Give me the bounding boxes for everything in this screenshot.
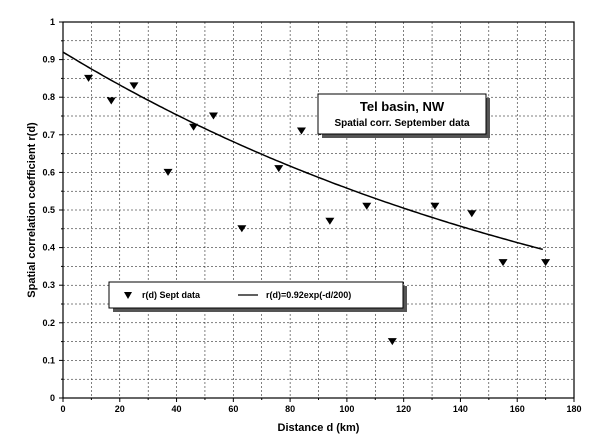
legend-entry-data: r(d) Sept data bbox=[142, 290, 201, 300]
y-tick-label: 0.3 bbox=[42, 280, 55, 290]
y-tick-label: 0.9 bbox=[42, 55, 55, 65]
legend-entry-fit: r(d)=0.92exp(-d/200) bbox=[266, 290, 351, 300]
data-point-marker bbox=[297, 128, 306, 135]
data-point-marker bbox=[274, 165, 283, 172]
grid bbox=[63, 22, 574, 398]
data-point-marker bbox=[499, 259, 508, 266]
data-point-marker bbox=[325, 218, 334, 225]
y-axis-label: Spatial correlation coefficient r(d) bbox=[26, 122, 38, 298]
y-tick-label: 0.4 bbox=[42, 243, 55, 253]
x-tick-labels: 0 20 40 60 80 100 120 140 160 180 bbox=[60, 404, 581, 414]
x-tick-label: 160 bbox=[510, 404, 525, 414]
y-tick-label: 0.7 bbox=[42, 130, 55, 140]
fit-curve-layer bbox=[63, 52, 543, 249]
y-tick-label: 0.6 bbox=[42, 167, 55, 177]
y-tick-label: 0.8 bbox=[42, 92, 55, 102]
data-point-marker bbox=[362, 203, 371, 210]
data-point-marker bbox=[107, 97, 116, 104]
x-tick-label: 120 bbox=[396, 404, 411, 414]
x-tick-label: 40 bbox=[172, 404, 182, 414]
legend: r(d) Sept data r(d)=0.92exp(-d/200) bbox=[109, 282, 407, 312]
y-tick-label: 0 bbox=[50, 393, 55, 403]
fit-curve-line bbox=[63, 52, 543, 249]
x-tick-label: 20 bbox=[115, 404, 125, 414]
ticks bbox=[59, 22, 574, 402]
data-point-marker bbox=[129, 82, 138, 89]
data-point-marker bbox=[430, 203, 439, 210]
x-tick-label: 100 bbox=[339, 404, 354, 414]
annotation-title: Tel basin, NW bbox=[360, 99, 445, 114]
x-tick-label: 0 bbox=[60, 404, 65, 414]
data-point-marker bbox=[189, 124, 198, 131]
data-point-marker bbox=[541, 259, 550, 266]
annotation-box: Tel basin, NW Spatial corr. September da… bbox=[318, 94, 490, 138]
y-tick-label: 0.2 bbox=[42, 318, 55, 328]
y-tick-label: 1 bbox=[50, 17, 55, 27]
y-tick-labels: 0 0.1 0.2 0.3 0.4 0.5 0.6 0.7 0.8 0.9 1 bbox=[42, 17, 55, 403]
y-tick-label: 0.1 bbox=[42, 355, 55, 365]
x-tick-label: 140 bbox=[453, 404, 468, 414]
x-tick-label: 60 bbox=[228, 404, 238, 414]
annotation-subtitle: Spatial corr. September data bbox=[334, 118, 469, 129]
data-point-marker bbox=[467, 210, 476, 217]
y-tick-label: 0.5 bbox=[42, 205, 55, 215]
x-tick-label: 80 bbox=[285, 404, 295, 414]
x-axis-label: Distance d (km) bbox=[278, 422, 360, 434]
x-tick-label: 180 bbox=[566, 404, 581, 414]
